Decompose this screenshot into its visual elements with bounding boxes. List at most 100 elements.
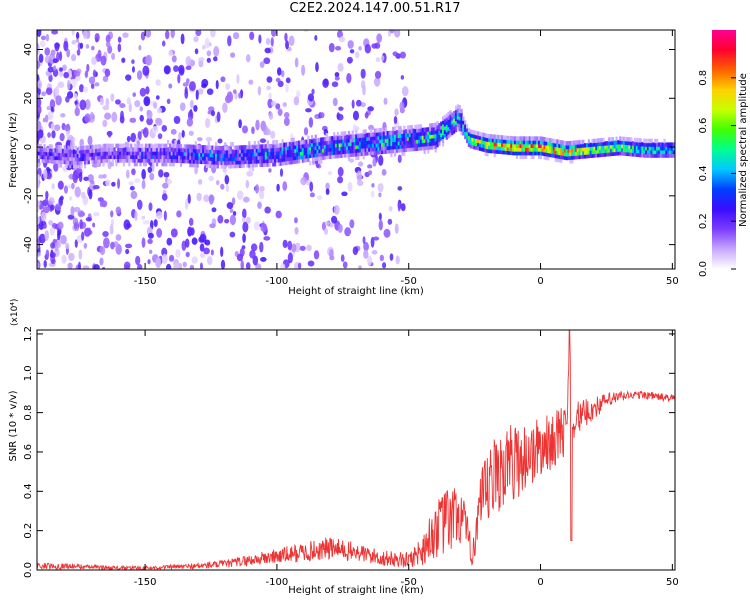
spectrogram-cell (283, 112, 290, 119)
spectrogram-cell (270, 158, 273, 163)
spectrogram-cell (111, 158, 114, 163)
spectrogram-cell (628, 148, 631, 153)
spectrogram-cell (567, 141, 570, 146)
spectrogram-cell (454, 127, 458, 133)
spectrogram-cell (353, 141, 356, 146)
spectrogram-cell (386, 149, 389, 154)
spectrogram-cell (209, 156, 212, 161)
spectrogram-cell (537, 147, 541, 152)
spectrogram-cell (580, 139, 583, 145)
spectrogram-cell (593, 153, 596, 158)
spectrogram-cell (589, 153, 592, 159)
spectrogram-cell (260, 256, 267, 262)
spectrogram-cell (220, 246, 224, 258)
spectrogram-cell (133, 161, 137, 167)
spectrogram-cell (578, 147, 581, 152)
spectrogram-cell (105, 179, 111, 187)
spectrogram-cell (227, 153, 231, 158)
spectrogram-cell (580, 147, 583, 152)
spectrogram-cell (606, 148, 609, 153)
colorbar-tick-label: 0.0 (698, 261, 709, 277)
spectrogram-cell (150, 150, 153, 156)
spectrogram-cell (275, 139, 279, 145)
spectrogram-cell (279, 146, 282, 152)
spectrogram-cell (37, 147, 41, 152)
spectrogram-cell (227, 156, 231, 162)
spectrogram-cell (120, 143, 124, 149)
spectrogram-cell (111, 111, 118, 123)
spectrogram-cell (241, 217, 246, 223)
spectrogram-cell (421, 127, 424, 133)
spectrogram-cell (336, 135, 340, 140)
spectrogram-cell (194, 141, 197, 146)
spectrogram-cell (477, 145, 480, 151)
spectrogram-cell (563, 144, 566, 149)
spectrogram-cell (137, 150, 140, 156)
spectrogram-cell (239, 149, 242, 154)
spectrogram-cell (251, 163, 255, 168)
spectrogram-cell (375, 146, 378, 152)
spectrogram-cell (307, 146, 310, 152)
spectrogram-cell (665, 146, 668, 151)
spectrogram-cell (218, 160, 221, 165)
spectrogram-cell (91, 152, 94, 157)
spectrogram-cell (367, 106, 374, 112)
spectrogram-cell (161, 161, 164, 167)
spectrogram-cell (100, 158, 103, 164)
spectrogram-cell (178, 262, 183, 269)
spectrogram-cell (377, 135, 380, 140)
spectrogram-cell (111, 181, 116, 187)
spectrogram-cell (109, 147, 113, 152)
spectrogram-cell (465, 127, 469, 133)
spectrogram-cell (159, 147, 162, 152)
spectrogram-cell (517, 136, 520, 141)
spectrogram-cell (438, 137, 441, 143)
spectrogram-cell (91, 45, 95, 51)
spectrogram-cell (401, 133, 404, 138)
spectrogram-cell (293, 96, 300, 106)
spectrogram-cell (537, 154, 541, 160)
spectrogram-cell (307, 142, 310, 148)
spectrogram-cell (72, 149, 76, 154)
spectrogram-cell (392, 130, 395, 135)
spectrogram-cell (45, 147, 48, 153)
spectrogram-cell (123, 141, 130, 149)
spectrogram-cell (517, 143, 520, 149)
spectrogram-cell (645, 153, 648, 158)
spectrogram-cell (368, 147, 371, 152)
spectrogram-cell (283, 117, 290, 127)
spectrogram-cell (83, 149, 87, 154)
spectrogram-cell (58, 163, 61, 168)
spectrogram-cell (539, 151, 543, 156)
spectrogram-cell (126, 135, 131, 143)
spectrogram-cell (211, 207, 217, 213)
spectrogram-cell (104, 143, 107, 149)
spectrogram-cell (401, 86, 409, 97)
spectrogram-cell (578, 143, 581, 149)
spectrogram-cell (337, 62, 344, 72)
spectrogram-cell (458, 126, 461, 132)
spectrogram-cell (377, 131, 380, 137)
spectrogram-cell (126, 147, 129, 152)
spectrogram-cell (147, 232, 154, 239)
spectrogram-cell (45, 151, 48, 156)
spectrogram-cell (357, 148, 360, 153)
spectrogram-cell (150, 143, 153, 149)
spectrogram-cell (372, 157, 377, 167)
spectrogram-cell (333, 150, 336, 155)
spectrogram-cell (253, 221, 261, 231)
spectrogram-cell (543, 151, 546, 157)
spectrogram-cell (611, 147, 614, 153)
spectrogram-cell (105, 98, 110, 107)
spectrogram-cell (471, 144, 474, 149)
spectrogram-cell (265, 37, 271, 45)
spectrogram-cell (94, 32, 100, 42)
spectrogram-cell (75, 31, 80, 39)
spectrogram-cell (510, 136, 513, 141)
spectrogram-cell (379, 142, 382, 148)
spectrogram-cell (205, 145, 208, 150)
spectrogram-cell (384, 138, 387, 143)
spectrogram-cell (510, 143, 513, 148)
spectrogram-cell (425, 127, 428, 132)
spectrogram-cell (146, 143, 149, 149)
